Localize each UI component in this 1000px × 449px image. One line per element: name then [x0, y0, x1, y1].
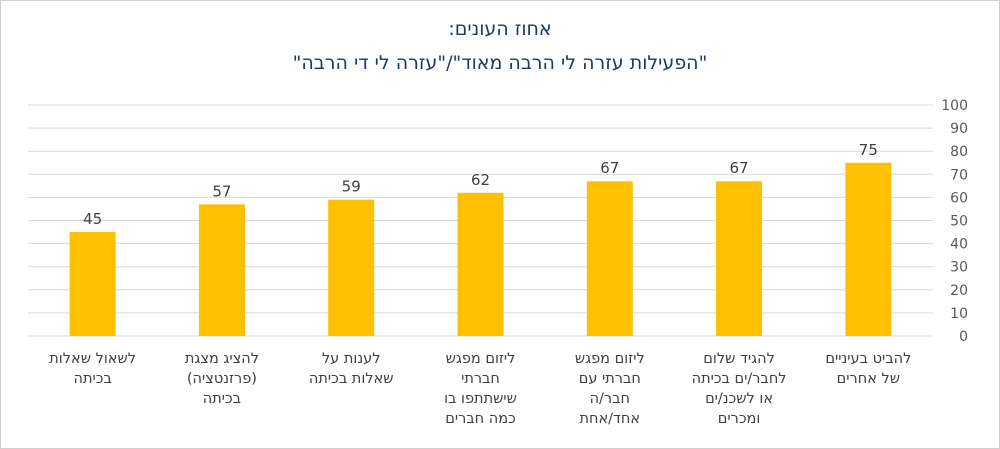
x-tick-label-line: שישתתפו בו	[444, 391, 517, 407]
bar	[845, 162, 892, 336]
x-tick-label: לענות על שאלות בכיתה	[289, 349, 413, 389]
x-tick-label-line: של אחרים	[836, 371, 901, 387]
bar	[69, 232, 116, 336]
y-tick-label: 50	[950, 214, 968, 230]
data-label: 67	[600, 159, 619, 177]
y-tick-label: 100	[941, 98, 968, 114]
x-tick-label-line: לענות על	[321, 351, 381, 367]
x-tick-label-line: להציג מצגת	[184, 351, 259, 367]
x-tick-label-line: להביט בעיניים	[825, 351, 912, 367]
y-tick-label: 90	[950, 121, 968, 137]
x-tick-label-line: אחד/אחת	[579, 411, 641, 427]
data-label: 62	[471, 171, 490, 189]
x-tick-label-line: להגיד שלום	[703, 351, 775, 367]
x-tick-label: לשאול שאלות בכיתה	[31, 349, 155, 389]
data-label: 75	[859, 141, 878, 159]
y-tick-label: 10	[950, 306, 968, 322]
y-tick-label: 0	[959, 329, 968, 345]
x-tick-label-line: לשאול שאלות	[49, 351, 136, 367]
x-tick-label: ליזום מפגש חברתי שישתתפו בו כמה חברים	[419, 349, 543, 429]
x-tick-label-line: בכיתה	[202, 391, 242, 407]
bar	[457, 192, 504, 336]
data-label: 57	[212, 182, 231, 200]
y-tick-label: 60	[950, 190, 968, 206]
x-tick-label-line: לחבר/ים בכיתה	[691, 371, 787, 387]
x-tick-label: ליזום מפגש חברתי עם חבר/ה אחד/אחת	[548, 349, 672, 429]
bar	[586, 181, 633, 336]
x-tick-label-line: חבר/ה	[589, 391, 630, 407]
y-tick-label: 80	[950, 144, 968, 160]
y-tick-label: 30	[950, 260, 968, 276]
y-tick-label: 20	[950, 283, 968, 299]
x-tick-label-line: בכיתה	[73, 371, 112, 387]
x-tick-label: להציג מצגת (פרזנטציה) בכיתה	[160, 349, 284, 409]
x-tick-label-line: ליזום מפגש	[445, 351, 516, 367]
x-tick-label-line: חברתי	[461, 371, 500, 387]
x-tick-label-line: חברתי עם	[578, 371, 641, 387]
chart-subtitle: "הפעילות עזרה לי הרבה מאוד"/"עזרה לי די …	[292, 52, 708, 74]
x-tick-label: להגיד שלום לחבר/ים בכיתה או לשכנ/ים ומכרים	[677, 349, 801, 429]
y-tick-label: 70	[950, 167, 968, 183]
y-tick-label: 40	[950, 237, 968, 253]
bar	[198, 204, 245, 336]
x-tick-label-line: ומכרים	[717, 411, 761, 427]
x-tick-label-line: או לשכנ/ים	[705, 391, 774, 407]
data-label: 45	[83, 210, 102, 228]
bar	[328, 199, 375, 336]
x-tick-label-line: כמה חברים	[445, 411, 516, 427]
x-tick-label-line: ליזום מפגש	[574, 351, 645, 367]
x-tick-label: להביט בעיניים של אחרים	[806, 349, 930, 389]
x-tick-label-line: שאלות בכיתה	[308, 371, 394, 387]
bar	[716, 181, 763, 336]
data-label: 67	[730, 159, 749, 177]
data-label: 59	[342, 178, 361, 196]
x-tick-label-line: (פרזנטציה)	[186, 371, 257, 387]
chart-title: אחוז העונים:	[448, 18, 552, 40]
